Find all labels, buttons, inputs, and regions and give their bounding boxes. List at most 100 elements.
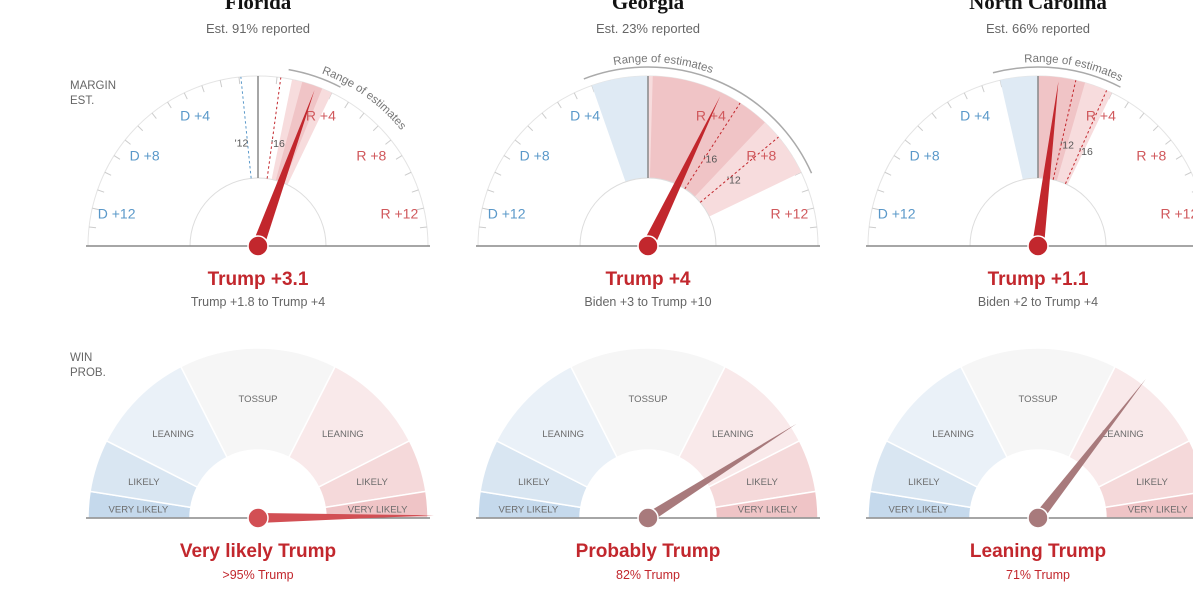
margin-tick-label: R +4	[1086, 107, 1116, 123]
margin-gauge: Range of estimates'12'16D +4D +8D +12R +…	[476, 53, 820, 257]
prob-needle	[257, 513, 434, 523]
tick-mark	[557, 101, 562, 109]
tick-mark	[104, 171, 112, 176]
margin-range-text: Biden +2 to Trump +4	[978, 295, 1098, 309]
tick-mark	[89, 226, 97, 229]
past-year-label: '12	[727, 174, 741, 186]
tick-mark	[487, 189, 495, 193]
margin-tick-label: D +4	[960, 107, 990, 123]
tick-mark	[884, 171, 892, 176]
margin-tick-label: R +12	[1160, 206, 1193, 222]
margin-needle	[1032, 81, 1059, 247]
margin-gauge: Range of estimates'12'16D +4D +8D +12R +…	[86, 65, 430, 257]
range-band-dem	[591, 76, 648, 182]
state-title: North Carolina	[969, 0, 1107, 14]
prob-zone-label: TOSSUP	[239, 394, 278, 405]
tick-mark	[372, 125, 379, 132]
prob-zone-label: LIKELY	[746, 477, 778, 488]
prob-zone-label: LIKELY	[908, 477, 940, 488]
win-prob-gauge: VERY LIKELY LIKELY LEANING TOSSUP LEANING LIK…	[86, 347, 434, 529]
tick-mark	[527, 125, 534, 132]
tick-mark	[1139, 112, 1145, 119]
tick-mark	[1165, 139, 1172, 145]
margin-range-text: Biden +3 to Trump +10	[584, 295, 711, 309]
range-arc	[992, 66, 1121, 88]
range-band-core	[649, 76, 765, 197]
tick-mark	[917, 125, 924, 132]
prob-zone-label: LIKELY	[128, 477, 160, 488]
needle-hub	[1027, 235, 1049, 257]
tick-mark	[1184, 171, 1192, 176]
margin-tick-label: R +8	[746, 148, 776, 164]
tick-mark	[167, 101, 172, 109]
margin-headline: Trump +4	[606, 269, 691, 290]
win-headline: Very likely Trump	[180, 541, 336, 562]
tick-mark	[344, 101, 349, 109]
state-title: Georgia	[612, 0, 685, 14]
tick-mark	[963, 92, 968, 100]
tick-mark	[404, 171, 412, 176]
tick-mark	[275, 77, 278, 85]
tick-mark	[328, 92, 333, 100]
margin-tick-label: D +4	[180, 107, 210, 123]
past-result-line	[1064, 90, 1108, 184]
margin-tick-label: D +4	[570, 107, 600, 123]
margin-range-text: Trump +1.8 to Trump +4	[191, 295, 325, 309]
prob-zone-label: VERY LIKELY	[889, 505, 949, 516]
needle-hub	[247, 235, 269, 257]
past-year-label: '12	[1060, 140, 1074, 152]
tick-mark	[201, 85, 205, 93]
needle-hub	[637, 507, 659, 529]
tick-mark	[238, 77, 241, 85]
tick-mark	[947, 101, 952, 109]
prob-zone-label: VERY LIKELY	[738, 505, 798, 516]
past-year-label: '16	[271, 138, 285, 150]
margin-needle	[642, 96, 721, 249]
tick-mark	[801, 189, 809, 193]
gauge-column-florida: Florida Est. 91% reported Range of estim…	[86, 0, 434, 582]
gauge-inner	[189, 177, 327, 247]
margin-tick-label: D +12	[488, 206, 526, 222]
win-prob-gauge: VERY LIKELY LIKELY LEANING TOSSUP LEANING LIK…	[476, 347, 820, 529]
prob-zone-label: LIKELY	[518, 477, 550, 488]
range-arc	[288, 68, 341, 88]
tick-mark	[92, 207, 100, 211]
prob-zone-label: VERY LIKELY	[1128, 505, 1188, 516]
tick-mark	[931, 112, 937, 119]
prob-zone-label: TOSSUP	[1019, 394, 1058, 405]
margin-headline: Trump +1.1	[988, 269, 1089, 290]
past-year-label: '16	[703, 154, 717, 166]
prob-zone-label: LIKELY	[356, 477, 388, 488]
past-year-label: '16	[1079, 146, 1093, 158]
tick-mark	[416, 207, 424, 211]
tick-mark	[872, 207, 880, 211]
tick-mark	[1152, 125, 1159, 132]
range-arc	[583, 66, 813, 174]
tick-mark	[219, 80, 223, 88]
tick-mark	[904, 139, 911, 145]
tick-mark	[183, 92, 188, 100]
prob-needle	[1034, 378, 1146, 522]
tick-mark	[541, 112, 547, 119]
past-result-line	[1052, 80, 1077, 180]
past-result-line	[699, 136, 779, 203]
prob-zone-label: LIKELY	[1136, 477, 1168, 488]
past-result-line	[684, 102, 741, 190]
margin-tick-label: R +8	[1136, 148, 1166, 164]
prob-zone-label: LEANING	[322, 429, 364, 440]
tick-mark	[395, 155, 403, 160]
win-prob-text: 82% Trump	[616, 568, 680, 582]
gauge-inner	[970, 450, 1106, 518]
tick-mark	[359, 112, 365, 119]
tick-mark	[124, 139, 131, 145]
margin-tick-label: R +12	[770, 206, 808, 222]
state-title: Florida	[225, 0, 292, 14]
prob-zone-label: LEANING	[1102, 429, 1144, 440]
gauge-inner	[579, 177, 717, 247]
win-headline: Leaning Trump	[970, 541, 1106, 562]
margin-tick-label: D +12	[98, 206, 136, 222]
margin-tick-label: R +4	[306, 107, 336, 123]
prob-zone-label: LEANING	[542, 429, 584, 440]
prob-zone-label: TOSSUP	[629, 394, 668, 405]
margin-tick-label: R +12	[380, 206, 418, 222]
